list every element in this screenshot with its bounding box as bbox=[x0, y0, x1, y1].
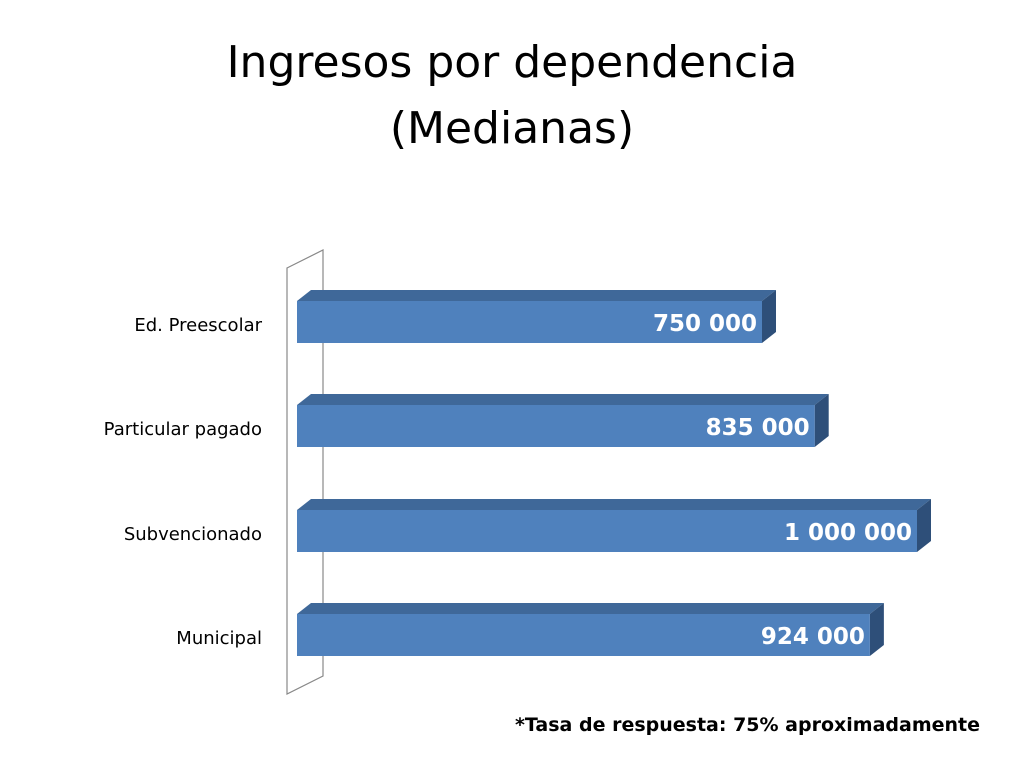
title-line-2: (Medianas) bbox=[389, 103, 635, 154]
bar-end-face bbox=[762, 290, 776, 343]
category-label: Ed. Preescolar bbox=[134, 315, 262, 336]
bar-data-label: 835 000 bbox=[706, 415, 810, 441]
category-label: Subvencionado bbox=[124, 524, 262, 545]
bar-end-face bbox=[814, 394, 829, 447]
bar-top-face bbox=[297, 394, 829, 405]
footnote: *Tasa de respuesta: 75% aproximadamente bbox=[514, 714, 980, 736]
title-line-1: Ingresos por dependencia bbox=[226, 37, 798, 88]
category-label: Municipal bbox=[176, 628, 262, 649]
bar bbox=[297, 614, 870, 656]
bar-top-face bbox=[297, 499, 931, 510]
bar-data-label: 924 000 bbox=[761, 624, 865, 650]
bar bbox=[297, 405, 815, 447]
bar-data-label: 1 000 000 bbox=[784, 520, 912, 546]
category-label: Particular pagado bbox=[104, 419, 262, 440]
bar-end-face bbox=[917, 499, 931, 552]
bar-top-face bbox=[297, 290, 776, 301]
page-title: Ingresos por dependencia (Medianas) bbox=[0, 30, 1024, 162]
bar-data-label: 750 000 bbox=[653, 311, 757, 337]
bar-end-face bbox=[869, 603, 884, 656]
bar bbox=[297, 301, 762, 343]
bar bbox=[297, 510, 917, 552]
axis-wall bbox=[286, 249, 324, 695]
bar-top-face bbox=[297, 603, 884, 614]
